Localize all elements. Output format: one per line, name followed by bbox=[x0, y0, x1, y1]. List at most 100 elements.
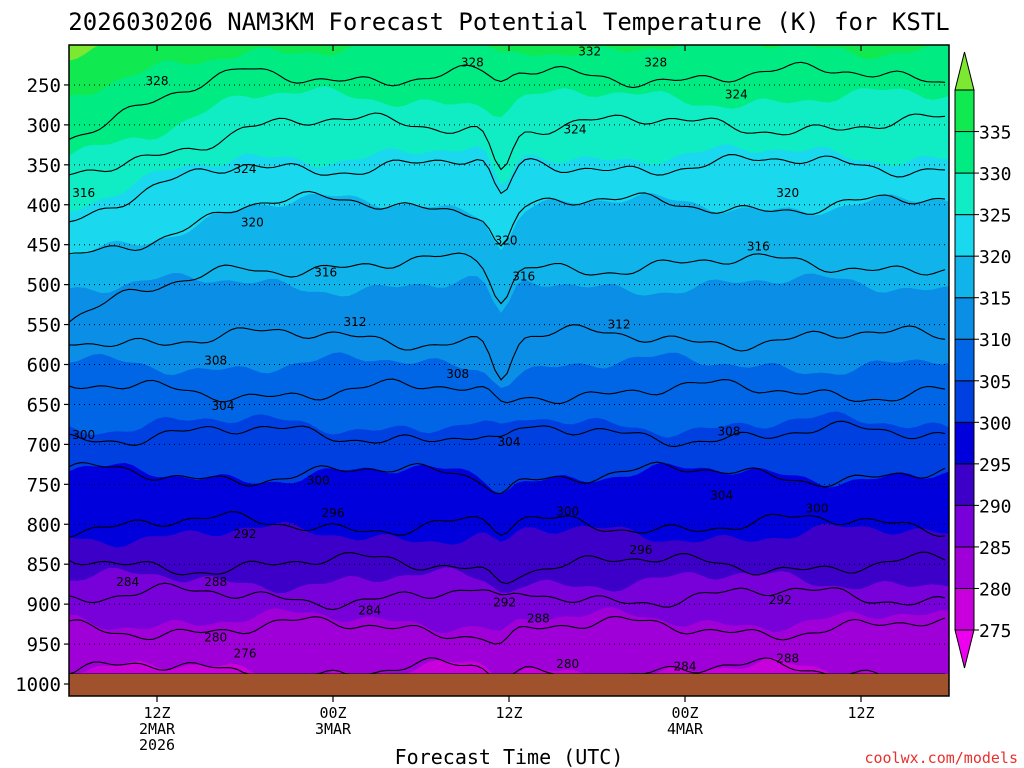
colorbar-low-arrow bbox=[954, 629, 975, 669]
watermark: coolwx.com/models bbox=[864, 749, 1018, 767]
contour-label-308: 308 bbox=[718, 425, 741, 439]
y-tick-label-550: 550 bbox=[27, 315, 61, 337]
ground-below-surface bbox=[69, 674, 949, 696]
contour-label-320: 320 bbox=[495, 234, 518, 248]
contour-label-320: 320 bbox=[776, 186, 799, 200]
isentrope-328 bbox=[69, 112, 946, 176]
contour-label-276: 276 bbox=[234, 647, 257, 661]
isentrope-332 bbox=[69, 61, 946, 140]
contour-label-312: 312 bbox=[344, 315, 367, 329]
contour-label-292: 292 bbox=[493, 596, 516, 610]
contour-label-316: 316 bbox=[72, 186, 95, 200]
colorbar-label-285: 285 bbox=[979, 538, 1012, 559]
pressure-gridlines bbox=[69, 84, 949, 685]
contour-label-308: 308 bbox=[204, 354, 227, 368]
contour-label-288: 288 bbox=[527, 612, 550, 626]
colorbar-swatch-290 bbox=[954, 463, 975, 506]
y-tick-label-300: 300 bbox=[27, 115, 61, 137]
colorbar-label-305: 305 bbox=[979, 372, 1012, 393]
colorbar-label-295: 295 bbox=[979, 455, 1012, 476]
contour-label-288: 288 bbox=[204, 575, 227, 589]
contour-label-296: 296 bbox=[322, 506, 345, 520]
contour-label-316: 316 bbox=[747, 239, 770, 253]
colorbar-label-315: 315 bbox=[979, 289, 1012, 310]
contour-label-284: 284 bbox=[116, 575, 139, 589]
contour-label-316: 316 bbox=[512, 270, 535, 284]
colorbar-swatch-335 bbox=[954, 89, 975, 133]
x-tick-label-24-1: 3MAR bbox=[315, 720, 352, 738]
y-tick-label-450: 450 bbox=[27, 235, 61, 257]
contour-label-324: 324 bbox=[564, 123, 587, 137]
contour-label-316: 316 bbox=[314, 266, 337, 280]
contour-label-308: 308 bbox=[446, 367, 469, 381]
y-tick-label-850: 850 bbox=[27, 554, 61, 576]
chart-title: 2026030206 NAM3KM Forecast Potential Tem… bbox=[68, 8, 949, 36]
isentrope-284 bbox=[69, 615, 946, 645]
colorbar-swatch-280 bbox=[954, 546, 975, 589]
y-tick-label-700: 700 bbox=[27, 434, 61, 456]
isentrope-320 bbox=[69, 190, 946, 255]
x-tick-label-60-0: 12Z bbox=[847, 704, 874, 722]
isentrope-288 bbox=[69, 582, 946, 611]
contour-label-280: 280 bbox=[204, 631, 227, 645]
x-tick-label-12-1: 2MAR bbox=[139, 720, 176, 738]
contour-label-324: 324 bbox=[725, 88, 748, 102]
colorbar: 275 280 285 290 295 300 305 310 315 320 325 330 335 bbox=[954, 51, 1012, 669]
colorbar-swatch-300 bbox=[954, 380, 975, 423]
contour-label-300: 300 bbox=[307, 473, 330, 487]
isentrope-308 bbox=[69, 378, 946, 404]
colorbar-swatch-285 bbox=[954, 504, 975, 548]
y-tick-label-400: 400 bbox=[27, 195, 61, 217]
contour-label-312: 312 bbox=[608, 318, 631, 332]
plot-area bbox=[69, 45, 949, 696]
contour-label-328: 328 bbox=[644, 56, 667, 70]
contour-label-288: 288 bbox=[776, 651, 799, 665]
colorbar-label-280: 280 bbox=[979, 579, 1012, 600]
contour-label-304: 304 bbox=[498, 435, 521, 449]
y-tick-label-650: 650 bbox=[27, 394, 61, 416]
colorbar-label-290: 290 bbox=[979, 496, 1012, 517]
contour-label-304: 304 bbox=[710, 489, 733, 503]
colorbar-label-335: 335 bbox=[979, 123, 1012, 144]
colorbar-high-arrow bbox=[954, 51, 975, 91]
contour-label-284: 284 bbox=[674, 659, 697, 673]
colorbar-swatch-330 bbox=[954, 131, 975, 174]
isentrope-296 bbox=[69, 511, 946, 539]
colorbar-swatch-295 bbox=[954, 421, 975, 465]
contour-label-304: 304 bbox=[212, 399, 235, 413]
isentrope-312 bbox=[69, 324, 946, 381]
colorbar-swatch-315 bbox=[954, 255, 975, 299]
y-tick-label-950: 950 bbox=[27, 634, 61, 656]
pressure-axis: 250 300 350 400 450 500 550 600 650 700 750 800 850 9… bbox=[15, 75, 69, 696]
colorbar-swatch-310 bbox=[954, 297, 975, 340]
contour-label-292: 292 bbox=[769, 593, 792, 607]
y-tick-label-350: 350 bbox=[27, 155, 61, 177]
contour-label-332: 332 bbox=[578, 44, 601, 58]
colorbar-label-275: 275 bbox=[979, 621, 1012, 642]
y-tick-label-1000: 1000 bbox=[15, 674, 61, 696]
colorbar-swatch-305 bbox=[954, 338, 975, 382]
x-tick-label-36-0: 12Z bbox=[495, 704, 522, 722]
isentrope-316 bbox=[69, 252, 946, 323]
colorbar-label-300: 300 bbox=[979, 413, 1012, 434]
colorbar-swatch-320 bbox=[954, 214, 975, 257]
contour-label-300: 300 bbox=[806, 501, 829, 515]
y-tick-label-800: 800 bbox=[27, 514, 61, 536]
contour-label-284: 284 bbox=[358, 604, 381, 618]
contour-labels: 332 328 328 328 324 324 324 316 320 320 320 316 316 3… bbox=[72, 44, 828, 673]
x-tick-label-48-1: 4MAR bbox=[667, 720, 704, 738]
color-bands bbox=[69, 45, 949, 696]
y-tick-label-750: 750 bbox=[27, 474, 61, 496]
contour-label-300: 300 bbox=[72, 428, 95, 442]
colorbar-swatch-275 bbox=[954, 587, 975, 631]
x-tick-label-48-0: 00Z bbox=[671, 704, 698, 722]
y-tick-label-500: 500 bbox=[27, 275, 61, 297]
x-tick-label-12-2: 2026 bbox=[139, 736, 175, 754]
contour-label-280: 280 bbox=[556, 657, 579, 671]
contour-label-324: 324 bbox=[234, 162, 257, 176]
contour-label-292: 292 bbox=[234, 527, 257, 541]
contour-label-296: 296 bbox=[630, 543, 653, 557]
contour-label-320: 320 bbox=[241, 215, 264, 229]
y-tick-label-900: 900 bbox=[27, 594, 61, 616]
